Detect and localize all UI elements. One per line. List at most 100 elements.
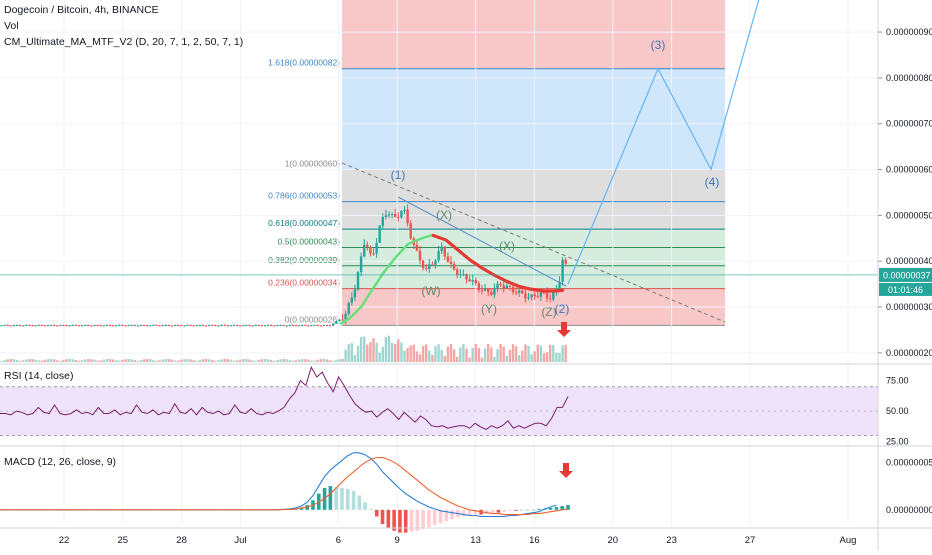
macd-histogram-bar xyxy=(403,509,408,533)
volume-bar xyxy=(369,342,372,362)
candle-body xyxy=(518,290,521,293)
candle-body xyxy=(375,242,378,254)
candle-body xyxy=(533,294,536,297)
volume-bar xyxy=(77,360,81,362)
candle-body xyxy=(96,325,99,327)
candle-body xyxy=(552,291,555,300)
candle-body xyxy=(111,325,115,327)
wave-trendline xyxy=(397,196,567,287)
candle-body xyxy=(353,289,357,298)
volume-bar xyxy=(452,349,456,362)
candle-body xyxy=(15,325,19,327)
candle-body xyxy=(68,325,71,327)
candle-body xyxy=(456,269,459,276)
volume-bar xyxy=(111,359,115,362)
macd-histogram-bar xyxy=(502,509,507,512)
candle-body xyxy=(152,324,155,326)
volume-bar xyxy=(186,359,189,362)
volume-bar xyxy=(37,360,40,362)
fib-level-label: 0(0.00000026) xyxy=(285,314,340,324)
candle-body xyxy=(471,280,474,282)
candle-body xyxy=(59,325,62,327)
candle-body xyxy=(437,251,440,261)
price-tick-label: 0.00000060 xyxy=(886,165,932,175)
candle-body xyxy=(350,297,353,303)
volume-bar xyxy=(381,346,384,362)
volume-bar xyxy=(105,359,109,362)
volume-bar xyxy=(412,344,415,362)
candle-body xyxy=(344,313,347,321)
fib-level-label: 1(0.00000060) xyxy=(285,159,340,169)
volume-bar xyxy=(25,359,28,362)
candle-body xyxy=(493,288,496,295)
candle-body xyxy=(130,325,133,327)
candle-body xyxy=(390,213,394,215)
candle-body xyxy=(248,325,251,327)
candle-body xyxy=(6,324,9,326)
volume-bar xyxy=(496,349,499,362)
candle-body xyxy=(223,324,226,326)
time-tick-label: 22 xyxy=(59,535,70,546)
candle-body xyxy=(93,325,96,327)
candle-body xyxy=(397,216,400,218)
candle-body xyxy=(291,324,295,326)
candle-body xyxy=(158,325,161,327)
volume-bar xyxy=(499,344,502,362)
volume-bar xyxy=(552,345,555,362)
volume-bar xyxy=(180,359,183,362)
volume-bar xyxy=(310,360,313,362)
wave-label: (Z) xyxy=(541,305,556,319)
volume-bar xyxy=(173,360,177,362)
candle-body xyxy=(542,292,546,294)
volume-bar xyxy=(511,344,515,362)
volume-bar xyxy=(133,360,136,362)
candle-body xyxy=(428,264,431,269)
volume-bar xyxy=(521,350,524,362)
candle-body xyxy=(198,324,202,326)
volume-bar xyxy=(56,360,59,362)
macd-histogram-bar xyxy=(444,509,449,522)
volume-bar xyxy=(223,359,226,362)
macd-histogram-bar xyxy=(473,509,478,515)
candle-body xyxy=(499,283,502,286)
candle-body xyxy=(18,325,22,327)
macd-histogram-bar xyxy=(380,509,385,525)
macd-histogram-bar xyxy=(299,507,304,510)
volume-bar xyxy=(71,359,74,362)
macd-histogram-bar xyxy=(398,509,402,533)
volume-bar xyxy=(276,360,279,362)
volume-bar xyxy=(242,359,245,362)
candle-body xyxy=(372,253,375,255)
volume-bar xyxy=(235,360,239,362)
candle-body xyxy=(9,325,12,327)
volume-bar xyxy=(437,344,440,362)
candle-body xyxy=(25,324,28,326)
volume-bar xyxy=(46,359,50,362)
candle-body xyxy=(49,324,53,326)
volume-bar xyxy=(208,359,211,362)
volume-bar xyxy=(456,356,459,362)
candle-body xyxy=(418,250,422,261)
volume-bar xyxy=(406,348,409,362)
candle-body xyxy=(279,325,282,327)
volume-bar xyxy=(291,360,295,362)
candle-body xyxy=(46,325,50,327)
volume-label: Vol xyxy=(4,20,19,32)
candle-body xyxy=(369,247,372,254)
candle-body xyxy=(99,325,102,327)
candle-body xyxy=(71,324,74,326)
volume-bar xyxy=(9,359,12,362)
macd-histogram-bar xyxy=(566,505,570,510)
candle-body xyxy=(440,246,443,252)
volume-bar xyxy=(260,359,264,362)
candle-body xyxy=(62,325,65,327)
volume-bar xyxy=(301,359,304,362)
volume-bar xyxy=(459,347,462,362)
macd-tick-label: 0.00000005 xyxy=(886,457,932,467)
price-tick-label: 0.00000050 xyxy=(886,210,932,220)
macd-histogram-bar xyxy=(386,509,391,528)
candle-body xyxy=(28,324,31,326)
